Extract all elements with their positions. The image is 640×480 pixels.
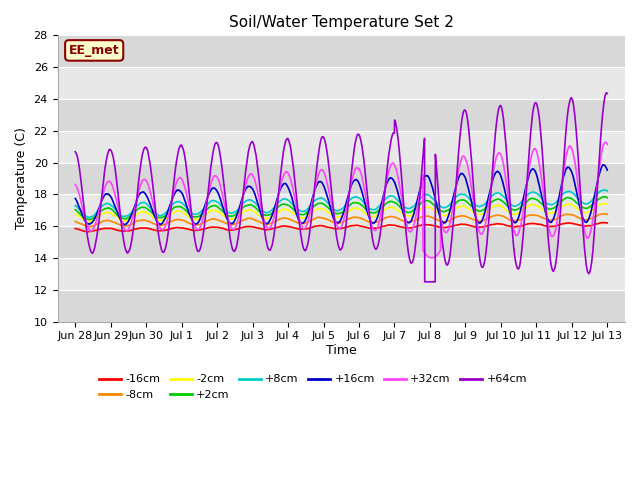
- Bar: [58, 226, 625, 258]
- Y-axis label: Temperature (C): Temperature (C): [15, 128, 28, 229]
- Bar: [58, 290, 625, 322]
- Title: Soil/Water Temperature Set 2: Soil/Water Temperature Set 2: [229, 15, 454, 30]
- Text: EE_met: EE_met: [69, 44, 120, 57]
- Bar: [58, 36, 625, 67]
- Bar: [58, 99, 625, 131]
- Legend: -16cm, -8cm, -2cm, +2cm, +8cm, +16cm, +32cm, +64cm: -16cm, -8cm, -2cm, +2cm, +8cm, +16cm, +3…: [95, 370, 531, 405]
- X-axis label: Time: Time: [326, 344, 356, 357]
- Bar: [58, 163, 625, 194]
